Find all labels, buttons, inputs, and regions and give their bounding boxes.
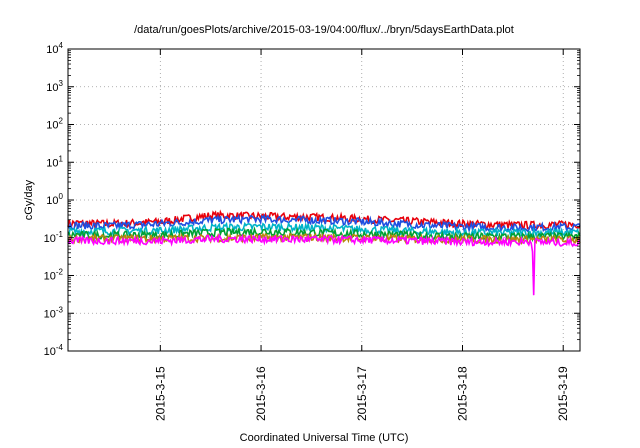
x-axis: 2015-3-15 2015-3-16 2015-3-17 2015-3-18 2015…	[153, 49, 570, 421]
y-tick-label: 10-2	[44, 268, 64, 283]
x-tick-label: 2015-3-18	[455, 366, 469, 421]
y-axis: 104 103 102 101 100 10-1 10-2 10-3 10-4	[44, 41, 580, 358]
x-tick-label: 2015-3-15	[153, 366, 167, 421]
y-tick-label: 101	[46, 154, 63, 169]
y-tick-label: 103	[46, 79, 63, 94]
y-tick-label: 102	[46, 117, 63, 132]
x-tick-label: 2015-3-19	[556, 366, 570, 421]
y-tick-label: 100	[46, 192, 63, 207]
y-tick-label: 10-3	[44, 305, 64, 320]
chart-title: /data/run/goesPlots/archive/2015-03-19/0…	[134, 24, 514, 36]
y-axis-label: cGy/day	[23, 179, 35, 220]
x-axis-label: Coordinated Universal Time (UTC)	[240, 432, 409, 444]
grid	[68, 49, 580, 351]
y-tick-label: 10-4	[44, 343, 64, 358]
series-line	[67, 232, 581, 246]
series-layer	[67, 209, 581, 296]
series-line	[67, 233, 581, 296]
y-tick-label: 104	[46, 41, 63, 56]
y-tick-label: 10-1	[44, 230, 64, 245]
x-tick-label: 2015-3-17	[355, 366, 369, 421]
x-tick-label: 2015-3-16	[254, 366, 268, 421]
